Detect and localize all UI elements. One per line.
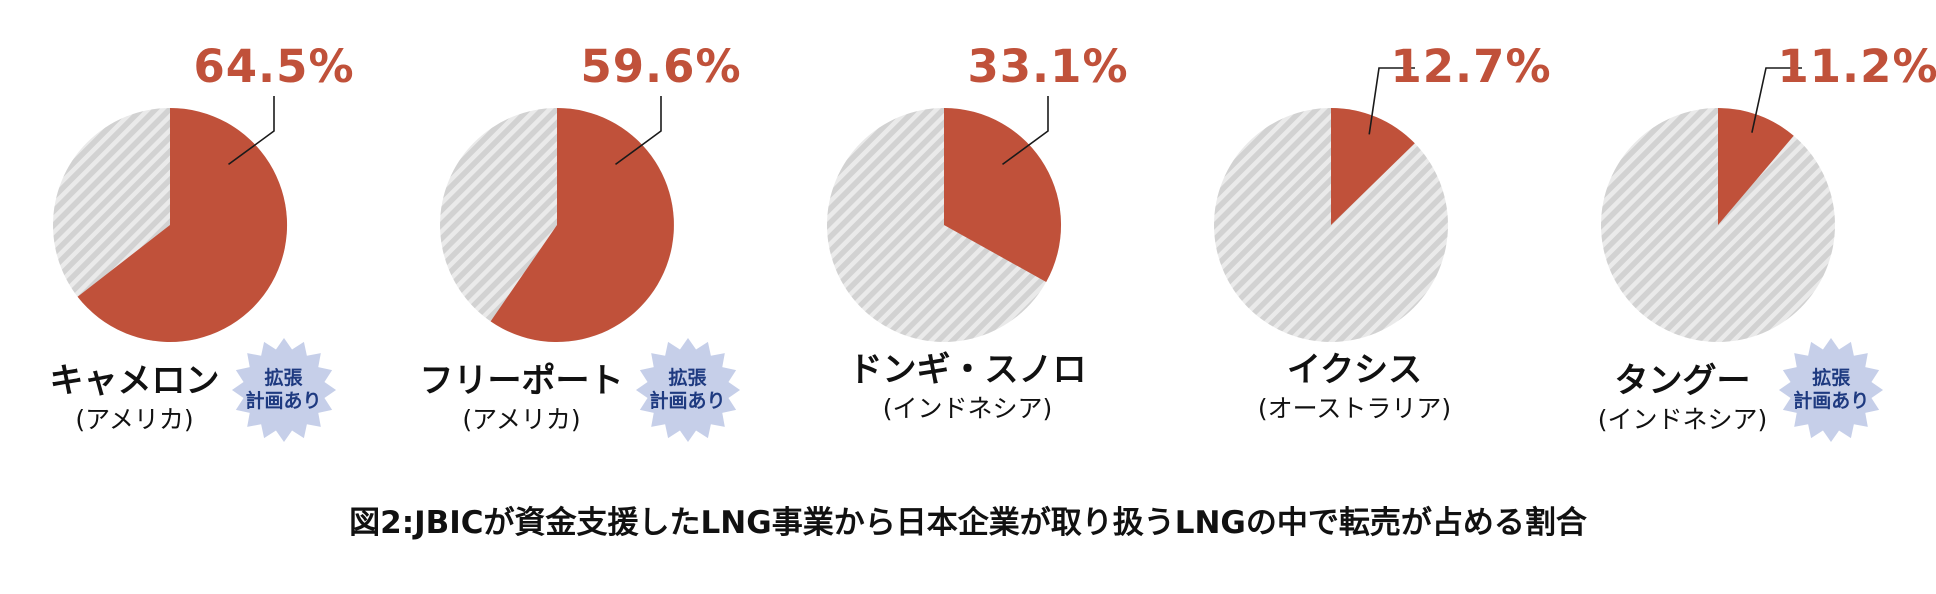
chart-label-row: イクシス (オーストラリア) 拡張 計画あり — [1161, 350, 1548, 424]
project-name: イクシス — [1286, 350, 1423, 390]
pie-graphic — [1214, 67, 1448, 342]
project-name: キャメロン — [49, 360, 220, 401]
chart-label-row: フリーポート (アメリカ) 拡張 計画あり — [387, 337, 774, 444]
figure-caption: 図2:JBICが資金支援したLNG事業から日本企業が取り扱うLNGの中で転売が占… — [349, 505, 1587, 541]
project-country: (アメリカ) — [462, 404, 581, 434]
project-name: フリーポート — [419, 360, 624, 401]
badge-line1: 拡張 — [668, 367, 707, 390]
starburst-icon — [1779, 337, 1884, 443]
project-name: ドンギ・スノロ — [848, 350, 1087, 390]
badge-line2: 計画あり — [649, 390, 726, 412]
project-country: (アメリカ) — [75, 404, 194, 434]
pie-chart-ichthys: 12.7% イクシス (オーストラリア) 拡張 計画あり — [1161, 0, 1552, 470]
expansion-badge: 拡張 計画あり — [1777, 336, 1885, 444]
badge-line2: 計画あり — [1793, 390, 1870, 412]
percent-label: 11.2% — [1777, 40, 1936, 93]
pie-graphic — [440, 96, 674, 342]
percent-label: 12.7% — [1390, 40, 1552, 93]
chart-label-row: キャメロン (アメリカ) 拡張 計画あり — [0, 337, 387, 444]
expansion-badge: 拡張 計画あり — [634, 336, 742, 444]
chart-label-row: ドンギ・スノロ (インドネシア) 拡張 計画あり — [774, 350, 1161, 424]
chart-label-row: タングー (インドネシア) 拡張 計画あり — [1548, 337, 1935, 444]
pie-charts-row: 64.5% キャメロン (アメリカ) 拡張 計画あり 59.6% フリーポート … — [0, 0, 1936, 470]
expansion-badge-text: 拡張 計画あり — [634, 336, 742, 444]
starburst-icon — [231, 337, 336, 443]
pie-graphic — [53, 96, 288, 342]
pie-chart-cameron: 64.5% キャメロン (アメリカ) 拡張 計画あり — [0, 0, 387, 470]
project-country: (インドネシア) — [882, 394, 1053, 424]
percent-label: 33.1% — [967, 40, 1129, 93]
badge-line1: 拡張 — [264, 367, 303, 390]
starburst-icon — [635, 337, 740, 443]
percent-label: 59.6% — [580, 40, 742, 93]
project-name: タングー — [1614, 360, 1751, 401]
expansion-badge-text: 拡張 計画あり — [1777, 336, 1885, 444]
expansion-badge: 拡張 計画あり — [230, 336, 338, 444]
pie-graphic — [1601, 67, 1835, 342]
expansion-badge-text: 拡張 計画あり — [230, 336, 338, 444]
pie-chart-freeport: 59.6% フリーポート (アメリカ) 拡張 計画あり — [387, 0, 774, 470]
percent-label: 64.5% — [193, 40, 355, 93]
badge-line2: 計画あり — [245, 390, 322, 412]
badge-line1: 拡張 — [1812, 367, 1851, 390]
pie-chart-tangguh: 11.2% タングー (インドネシア) 拡張 計画あり — [1548, 0, 1936, 470]
pie-graphic — [827, 96, 1062, 342]
project-country: (オーストラリア) — [1257, 394, 1452, 424]
project-country: (インドネシア) — [1597, 404, 1768, 434]
pie-chart-donggi-senoro: 33.1% ドンギ・スノロ (インドネシア) 拡張 計画あり — [774, 0, 1161, 470]
